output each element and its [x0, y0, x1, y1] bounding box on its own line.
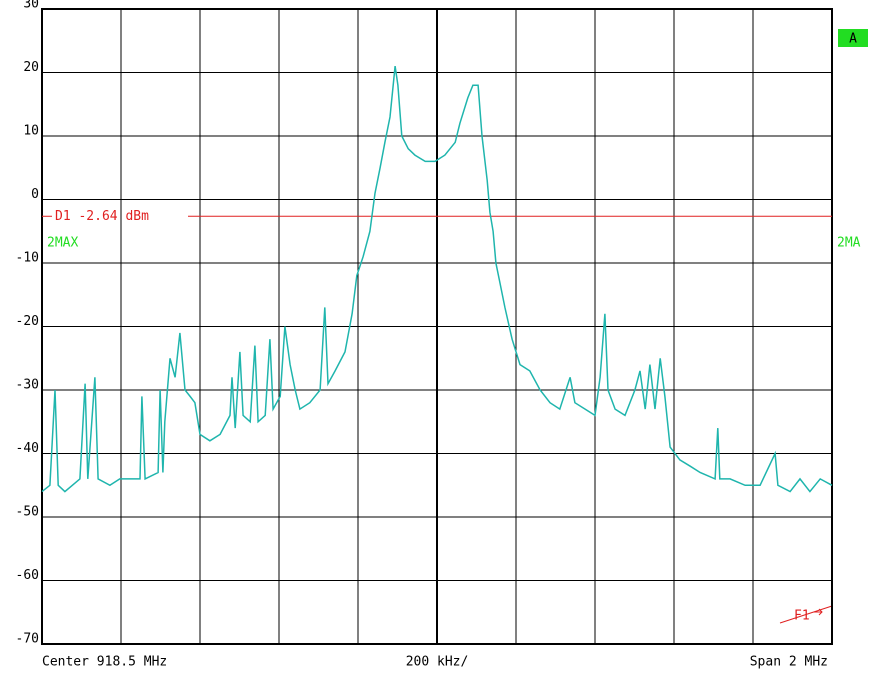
- y-tick-label: 20: [23, 60, 39, 75]
- y-tick-label: -10: [16, 251, 39, 266]
- y-tick-label: -70: [16, 632, 39, 647]
- display-line-label: D1 -2.64 dBm: [55, 209, 149, 224]
- center-label: Center 918.5 MHz: [42, 655, 167, 670]
- y-tick-label: 0: [31, 187, 39, 202]
- trace-label: 2MAX: [47, 236, 78, 251]
- plot-frame: [41, 8, 833, 645]
- y-tick-label: -20: [16, 314, 39, 329]
- frequency-line: [779, 605, 833, 624]
- y-tick-label: -40: [16, 441, 39, 456]
- y-tick-label: -30: [16, 378, 39, 393]
- div-label: 200 kHz/: [406, 655, 469, 670]
- y-tick-label: 10: [23, 124, 39, 139]
- trace-label: 2MA: [837, 236, 861, 251]
- screen-label: A: [849, 32, 857, 47]
- trace-line: [41, 65, 833, 493]
- y-tick-label: -50: [16, 505, 39, 520]
- screen-badge: [838, 29, 868, 47]
- y-tick-label: 30: [23, 0, 39, 12]
- span-label: Span 2 MHz: [750, 655, 828, 670]
- y-tick-label: -60: [16, 568, 39, 583]
